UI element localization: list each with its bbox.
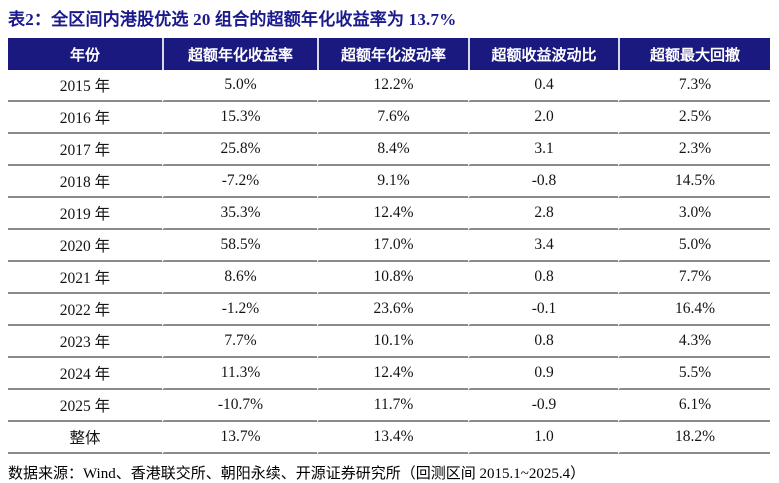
value-cell: 7.7% bbox=[618, 262, 770, 294]
table-row: 2016 年 15.3% 7.6% 2.0 2.5% bbox=[8, 102, 770, 134]
row-label-cell: 2021 年 bbox=[8, 262, 162, 294]
table-row: 2019 年 35.3% 12.4% 2.8 3.0% bbox=[8, 198, 770, 230]
value-cell: 9.1% bbox=[317, 166, 468, 198]
value-cell: 12.2% bbox=[317, 70, 468, 102]
value-cell: 6.1% bbox=[618, 390, 770, 422]
header-cell-excess-annual-volatility: 超额年化波动率 bbox=[317, 38, 468, 70]
row-label-cell: 2017 年 bbox=[8, 134, 162, 166]
value-cell: 2.0 bbox=[468, 102, 618, 134]
value-cell: 23.6% bbox=[317, 294, 468, 326]
table-row: 2021 年 8.6% 10.8% 0.8 7.7% bbox=[8, 262, 770, 294]
value-cell: 2.5% bbox=[618, 102, 770, 134]
table-header-row: 年份 超额年化收益率 超额年化波动率 超额收益波动比 超额最大回撤 bbox=[8, 38, 770, 70]
value-cell: 0.8 bbox=[468, 262, 618, 294]
value-cell: 10.8% bbox=[317, 262, 468, 294]
performance-table: 年份 超额年化收益率 超额年化波动率 超额收益波动比 超额最大回撤 2015 年… bbox=[8, 38, 770, 454]
table-row: 2017 年 25.8% 8.4% 3.1 2.3% bbox=[8, 134, 770, 166]
value-cell: 3.1 bbox=[468, 134, 618, 166]
value-cell: 4.3% bbox=[618, 326, 770, 358]
value-cell: 0.9 bbox=[468, 358, 618, 390]
value-cell: -0.1 bbox=[468, 294, 618, 326]
value-cell: 14.5% bbox=[618, 166, 770, 198]
value-cell: -7.2% bbox=[162, 166, 317, 198]
header-cell-excess-annual-return: 超额年化收益率 bbox=[162, 38, 317, 70]
value-cell: 25.8% bbox=[162, 134, 317, 166]
row-label-cell: 整体 bbox=[8, 422, 162, 454]
row-label-cell: 2015 年 bbox=[8, 70, 162, 102]
row-label-cell: 2016 年 bbox=[8, 102, 162, 134]
value-cell: 2.3% bbox=[618, 134, 770, 166]
value-cell: 17.0% bbox=[317, 230, 468, 262]
table-row: 2015 年 5.0% 12.2% 0.4 7.3% bbox=[8, 70, 770, 102]
value-cell: 58.5% bbox=[162, 230, 317, 262]
value-cell: 15.3% bbox=[162, 102, 317, 134]
row-label-cell: 2023 年 bbox=[8, 326, 162, 358]
table-row: 2018 年 -7.2% 9.1% -0.8 14.5% bbox=[8, 166, 770, 198]
value-cell: -10.7% bbox=[162, 390, 317, 422]
value-cell: -0.8 bbox=[468, 166, 618, 198]
table-row: 2023 年 7.7% 10.1% 0.8 4.3% bbox=[8, 326, 770, 358]
table-row: 2024 年 11.3% 12.4% 0.9 5.5% bbox=[8, 358, 770, 390]
value-cell: 10.1% bbox=[317, 326, 468, 358]
value-cell: 8.4% bbox=[317, 134, 468, 166]
value-cell: 7.7% bbox=[162, 326, 317, 358]
value-cell: -1.2% bbox=[162, 294, 317, 326]
row-label-cell: 2020 年 bbox=[8, 230, 162, 262]
value-cell: 3.4 bbox=[468, 230, 618, 262]
data-source-note: 数据来源：Wind、香港联交所、朝阳永续、开源证券研究所（回测区间 2015.1… bbox=[8, 466, 586, 482]
header-cell-year: 年份 bbox=[69, 47, 100, 64]
table-row: 2020 年 58.5% 17.0% 3.4 5.0% bbox=[8, 230, 770, 262]
table-body: 2015 年 5.0% 12.2% 0.4 7.3% 2016 年 15.3% 7.6% 2.0… bbox=[8, 70, 770, 454]
row-label-cell: 2022 年 bbox=[8, 294, 162, 326]
value-cell: 1.0 bbox=[468, 422, 618, 454]
table-row: 整体 13.7% 13.4% 1.0 18.2% bbox=[8, 422, 770, 454]
value-cell: 3.0% bbox=[618, 198, 770, 230]
table-row: 2025 年 -10.7% 11.7% -0.9 6.1% bbox=[8, 390, 770, 422]
row-label-cell: 2019 年 bbox=[8, 198, 162, 230]
value-cell: 7.3% bbox=[618, 70, 770, 102]
value-cell: 5.5% bbox=[618, 358, 770, 390]
value-cell: 8.6% bbox=[162, 262, 317, 294]
value-cell: 5.0% bbox=[618, 230, 770, 262]
value-cell: 13.4% bbox=[317, 422, 468, 454]
value-cell: 11.7% bbox=[317, 390, 468, 422]
row-label-cell: 2024 年 bbox=[8, 358, 162, 390]
value-cell: 12.4% bbox=[317, 358, 468, 390]
row-label-cell: 2025 年 bbox=[8, 390, 162, 422]
header-cell-excess-return-vol-ratio: 超额收益波动比 bbox=[468, 38, 618, 70]
row-label-cell: 2018 年 bbox=[8, 166, 162, 198]
value-cell: 5.0% bbox=[162, 70, 317, 102]
header-cell-excess-max-drawdown: 超额最大回撤 bbox=[618, 38, 770, 70]
value-cell: 0.8 bbox=[468, 326, 618, 358]
table-title: 表2：全区间内港股优选 20 组合的超额年化收益率为 13.7% bbox=[8, 10, 457, 29]
value-cell: 18.2% bbox=[618, 422, 770, 454]
value-cell: 12.4% bbox=[317, 198, 468, 230]
table-row: 2022 年 -1.2% 23.6% -0.1 16.4% bbox=[8, 294, 770, 326]
value-cell: 0.4 bbox=[468, 70, 618, 102]
value-cell: 16.4% bbox=[618, 294, 770, 326]
value-cell: 7.6% bbox=[317, 102, 468, 134]
value-cell: 13.7% bbox=[162, 422, 317, 454]
value-cell: 35.3% bbox=[162, 198, 317, 230]
value-cell: 2.8 bbox=[468, 198, 618, 230]
value-cell: 11.3% bbox=[162, 358, 317, 390]
value-cell: -0.9 bbox=[468, 390, 618, 422]
